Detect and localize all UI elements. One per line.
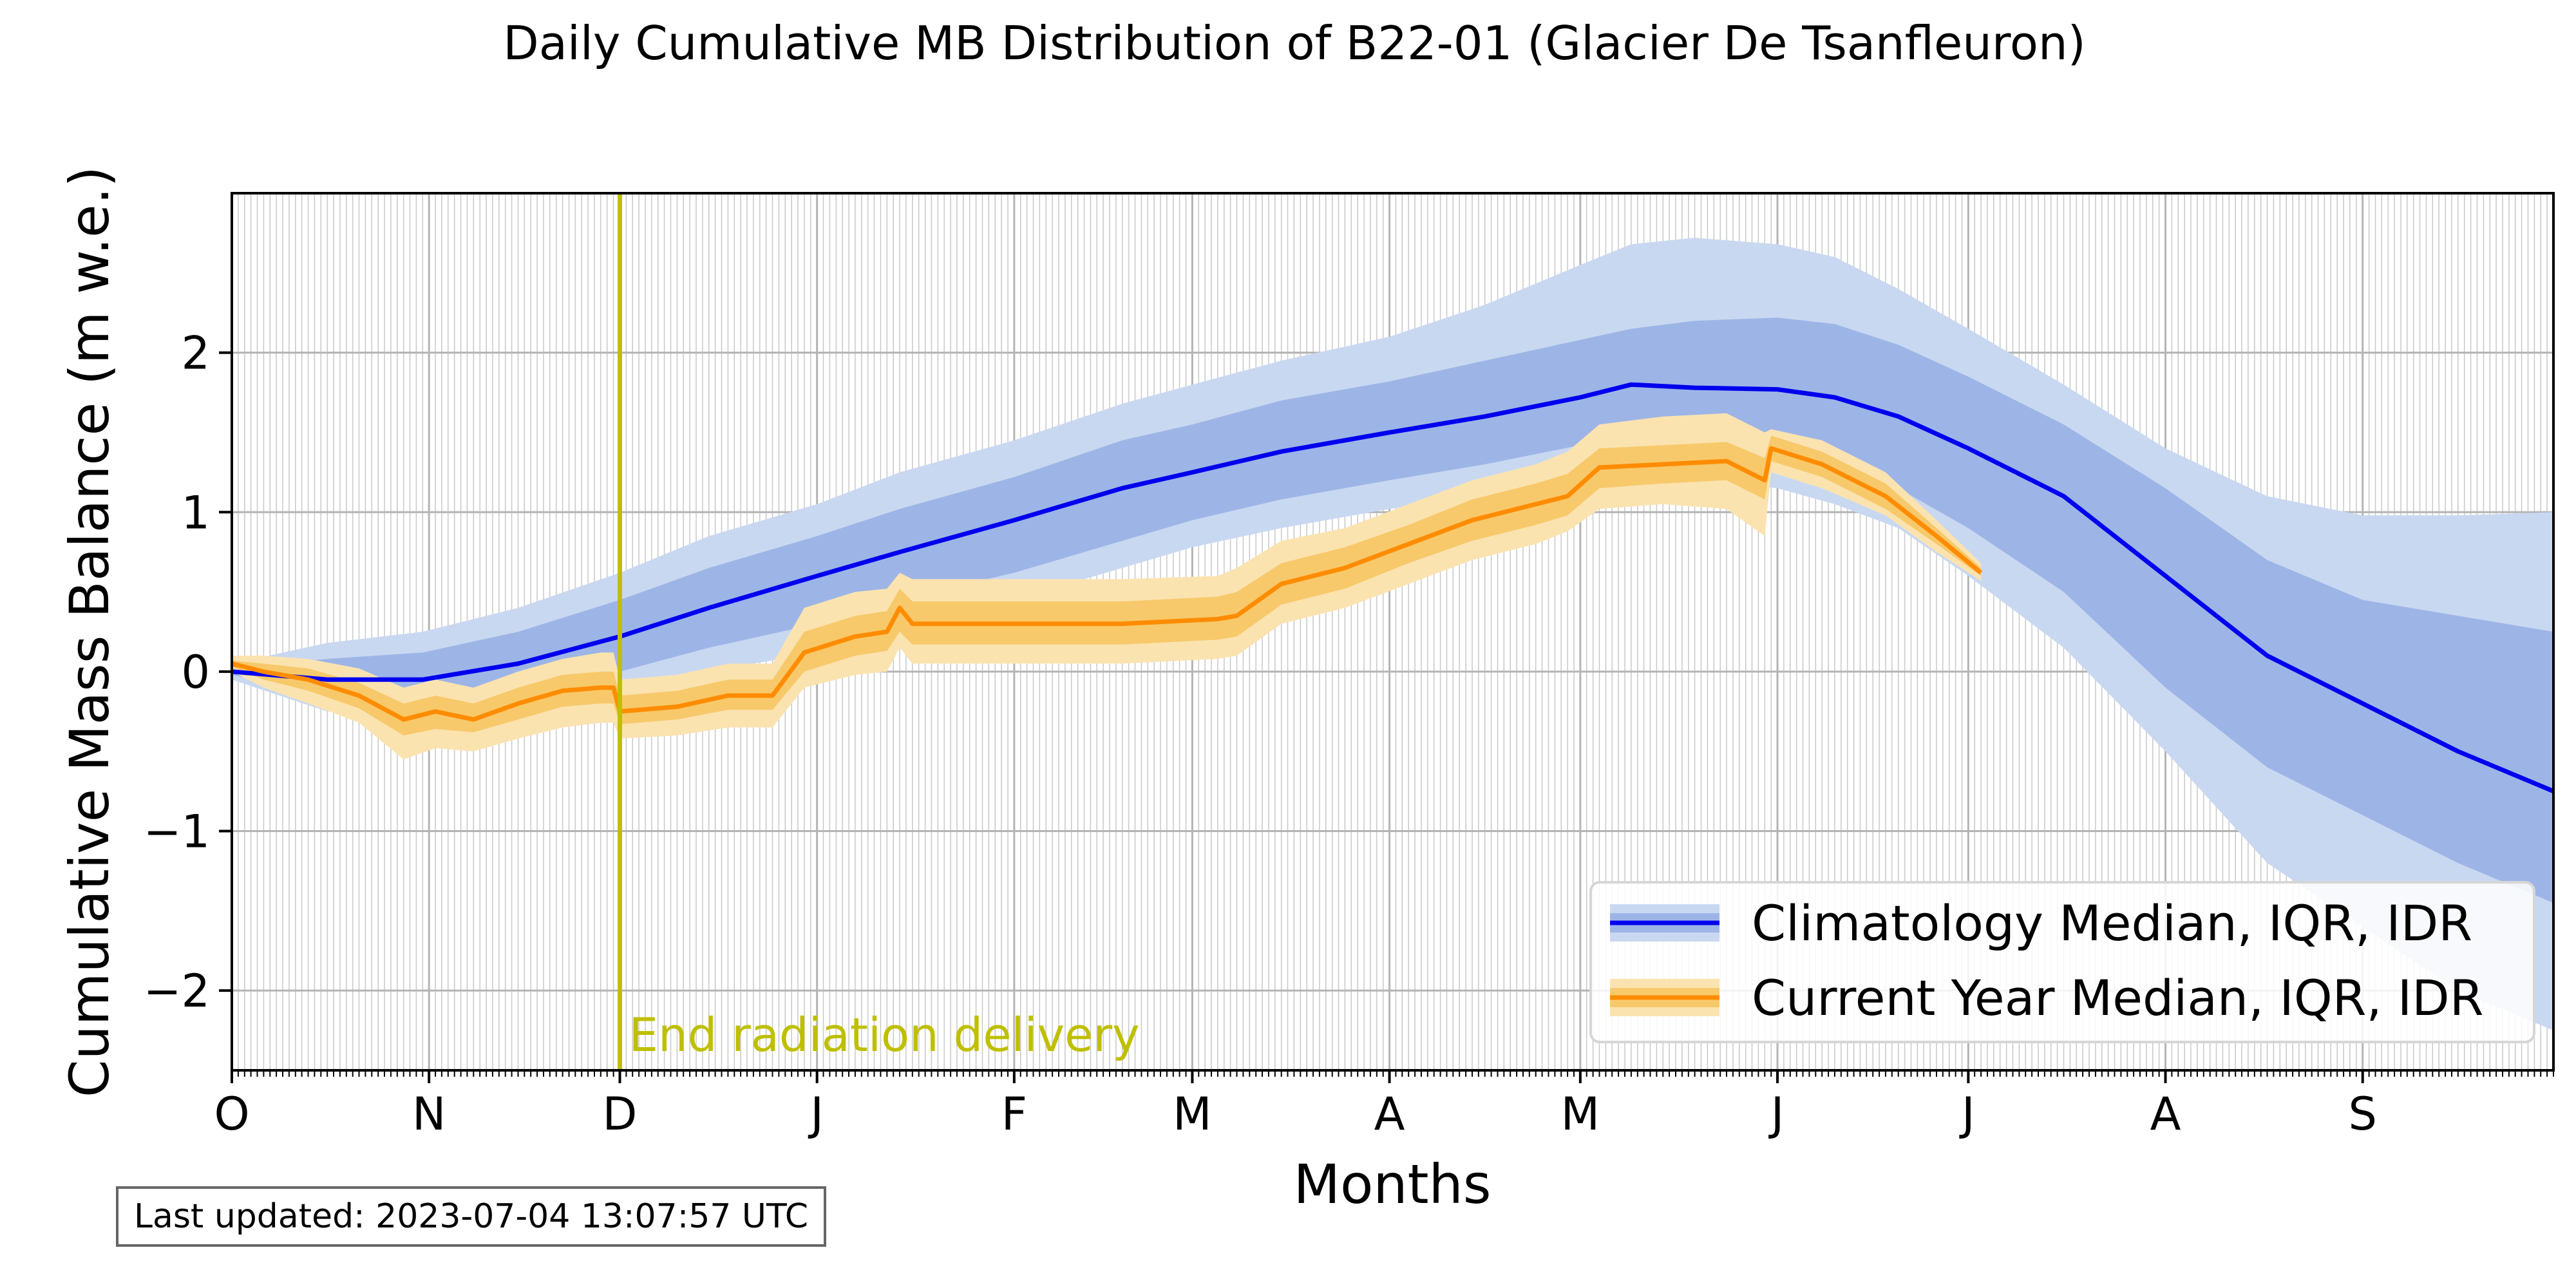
x-tick-label: M <box>1561 1088 1600 1141</box>
last-updated-text: Last updated: 2023-07-04 13:07:57 UTC <box>134 1197 809 1236</box>
y-axis-ticks: −2 −1 0 1 2 <box>144 327 232 1018</box>
plot-frame <box>231 192 2555 1072</box>
x-tick-label: J <box>808 1088 824 1141</box>
x-tick-label: M <box>1173 1088 1211 1141</box>
x-tick-label: S <box>2348 1088 2376 1141</box>
legend-label-current-year: Current Year Median, IQR, IDR <box>1752 969 2484 1027</box>
legend-entry-climatology: Climatology Median, IQR, IDR <box>1610 895 2472 952</box>
distribution-bands <box>232 238 2553 1031</box>
x-tick-label: N <box>412 1088 446 1141</box>
climatology-median-line <box>232 382 2553 793</box>
climatology-iqr-band <box>232 317 2553 903</box>
current-year-median-line <box>232 446 1983 722</box>
legend-entry-current-year: Current Year Median, IQR, IDR <box>1610 969 2484 1027</box>
legend-box <box>1589 881 2535 1043</box>
x-tick-label: D <box>603 1088 638 1141</box>
x-tick-label: F <box>1001 1088 1027 1141</box>
y-axis-label: Cumulative Mass Balance (m w.e.) <box>58 166 121 1097</box>
x-tick-label: A <box>1374 1088 1405 1141</box>
y-tick-label: 1 <box>181 486 210 539</box>
y-tick-label: −2 <box>144 965 210 1018</box>
end-radiation-label: End radiation delivery <box>629 1008 1139 1062</box>
current-year-iqr-band <box>232 435 1982 735</box>
legend-label-climatology: Climatology Median, IQR, IDR <box>1752 895 2472 952</box>
x-axis-label: Months <box>1293 1153 1491 1216</box>
x-tick-label: A <box>2150 1088 2181 1141</box>
last-updated-box: Last updated: 2023-07-04 13:07:57 UTC <box>116 1186 827 1247</box>
x-tick-label: J <box>1768 1088 1785 1141</box>
y-tick-label: −1 <box>144 806 210 858</box>
median-lines <box>232 382 2553 793</box>
y-tick-label: 0 <box>181 646 210 699</box>
x-tick-label: J <box>1959 1088 1975 1141</box>
annotation-layer: End radiation delivery <box>617 193 1140 1070</box>
chart-title: Daily Cumulative MB Distribution of B22-… <box>503 16 2085 70</box>
x-tick-label: O <box>214 1088 249 1141</box>
legend: Climatology Median, IQR, IDR Current Yea… <box>1589 881 2535 1043</box>
y-tick-label: 2 <box>181 327 210 380</box>
